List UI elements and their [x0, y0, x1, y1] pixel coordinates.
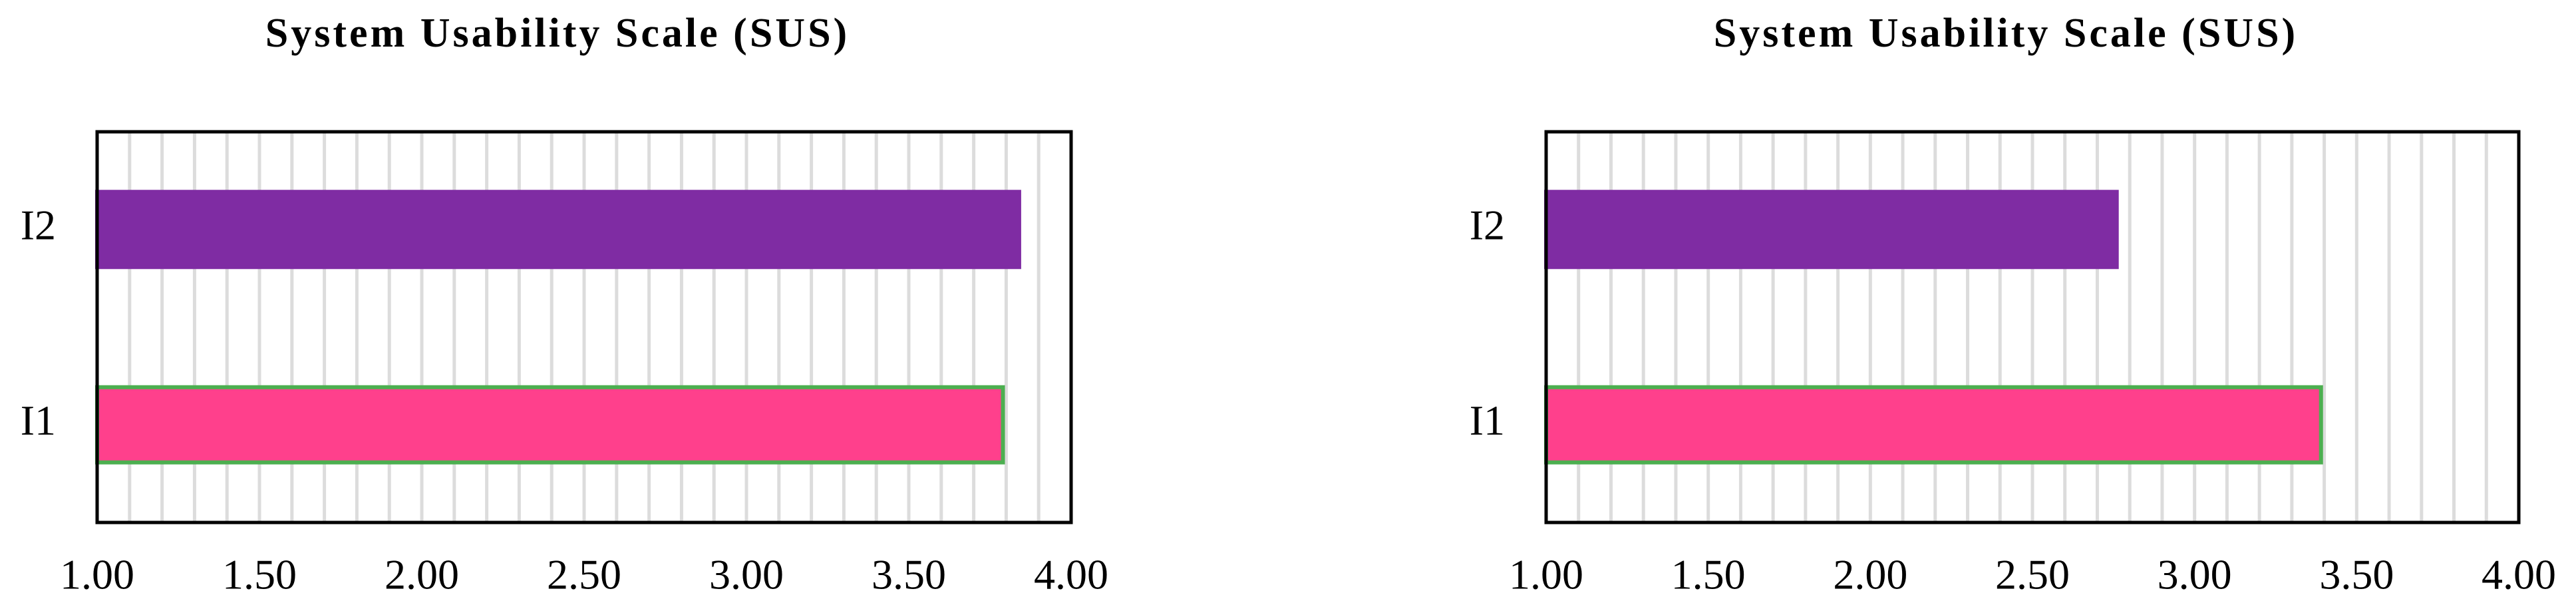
bar [1544, 385, 2323, 465]
x-tick-label: 4.00 [1034, 551, 1108, 598]
chart-title: System Usability Scale (SUS) [265, 11, 850, 56]
x-tick-label: 3.50 [872, 551, 946, 598]
bar [95, 190, 1021, 270]
x-tick-label: 2.00 [385, 551, 459, 598]
x-tick-label: 1.00 [60, 551, 134, 598]
y-tick-label: I2 [21, 201, 56, 248]
x-tick-label: 4.00 [2482, 551, 2556, 598]
x-tick-label: 2.50 [1995, 551, 2070, 598]
x-tick-label: 3.50 [2319, 551, 2394, 598]
bar [1544, 190, 2119, 270]
bar [95, 385, 1005, 465]
x-tick-label: 1.50 [1671, 551, 1746, 598]
plot-frame [1544, 130, 2521, 524]
y-tick-label: I2 [1470, 201, 1505, 248]
x-tick-label: 2.50 [547, 551, 621, 598]
x-tick-label: 3.00 [709, 551, 784, 598]
y-tick-label: I1 [21, 397, 56, 444]
chart-title: System Usability Scale (SUS) [1714, 11, 2298, 56]
x-tick-label: 2.00 [1833, 551, 1907, 598]
plot-frame [95, 130, 1073, 524]
x-tick-label: 1.50 [222, 551, 297, 598]
y-tick-label: I1 [1470, 397, 1505, 444]
x-tick-label: 1.00 [1509, 551, 1583, 598]
x-tick-label: 3.00 [2158, 551, 2232, 598]
